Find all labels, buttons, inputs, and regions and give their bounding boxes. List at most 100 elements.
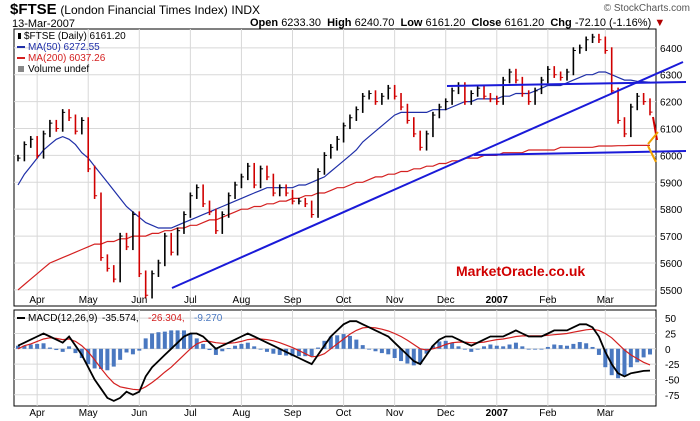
macd-hist-bar bbox=[150, 333, 155, 349]
price-marks bbox=[17, 33, 653, 299]
macd-hist-bar bbox=[220, 348, 225, 352]
macd-hist-bar bbox=[603, 348, 608, 368]
macd-hist-bar bbox=[35, 343, 40, 349]
chg-value: -72.10 (-1.16%) bbox=[574, 17, 652, 29]
price-axis: 6400 6300 6200 6100 6000 5900 5800 5700 5600 5500 bbox=[660, 44, 683, 297]
price-tick-label: 6000 bbox=[660, 151, 683, 162]
macd-hist-bar bbox=[335, 335, 340, 349]
macd-hist-bar bbox=[169, 330, 174, 349]
macd-hist-bar bbox=[641, 348, 646, 358]
x-tick-label: 2007 bbox=[486, 408, 509, 419]
x-axis-bottom: Apr May Jun Jul Aug Sep Oct Nov Dec 2007 Feb Mar bbox=[29, 408, 614, 419]
macd-hist-bar bbox=[411, 348, 416, 366]
macd-hist-bar bbox=[60, 348, 65, 352]
high-label: High bbox=[327, 17, 352, 29]
macd-tick-label: -25 bbox=[665, 360, 680, 371]
macd-hist-bar bbox=[67, 346, 72, 349]
macd-hist-bar bbox=[367, 348, 372, 350]
macd-hist-bar bbox=[98, 348, 103, 370]
x-axis-top: Apr May Jun Jul Aug Sep Oct Nov Dec 2007 Feb Mar bbox=[29, 295, 614, 306]
macd-hist-bar bbox=[137, 348, 142, 351]
index-name: (London Financial Times Index) bbox=[60, 3, 228, 17]
x-tick-label: May bbox=[79, 295, 98, 306]
macd-hist-bar bbox=[118, 348, 123, 360]
open-label: Open bbox=[250, 17, 279, 29]
trendlines bbox=[171, 61, 687, 289]
orange-projection-up bbox=[647, 131, 659, 145]
x-tick-label: Dec bbox=[437, 408, 455, 419]
macd-hist-bar bbox=[533, 348, 538, 350]
price-tick-label: 5900 bbox=[660, 178, 683, 189]
macd-tick-label: 0 bbox=[665, 345, 671, 356]
price-grid bbox=[14, 29, 656, 306]
chg-label: Chg bbox=[550, 17, 572, 29]
macd-hist-bar bbox=[130, 348, 135, 355]
exchange: INDX bbox=[231, 3, 261, 17]
low-label: Low bbox=[400, 17, 423, 29]
macd-hist-bar bbox=[571, 343, 576, 349]
macd-hist-bar bbox=[418, 348, 423, 365]
legend-macd-value: -35.574, bbox=[102, 313, 139, 324]
macd-hist-bar bbox=[520, 346, 525, 349]
macd-hist-bar bbox=[616, 348, 621, 379]
x-tick-label: Apr bbox=[29, 408, 45, 419]
macd-hist-bar bbox=[635, 348, 640, 363]
macd-hist-bar bbox=[73, 348, 78, 354]
macd-hist-bar bbox=[233, 345, 238, 349]
macd-hist-bar bbox=[252, 346, 257, 349]
macd-tick-label: -75 bbox=[665, 391, 680, 402]
legend-volume: Volume undef bbox=[28, 64, 89, 75]
chart-header: $FTSE (London Financial Times Index) IND… bbox=[0, 0, 700, 40]
price-tick-label: 5800 bbox=[660, 205, 683, 216]
macd-hist-bar bbox=[316, 347, 321, 349]
macd-hist-bar bbox=[430, 345, 435, 349]
macd-hist-bar bbox=[386, 348, 391, 355]
x-tick-label: Sep bbox=[284, 408, 302, 419]
price-tick-label: 6200 bbox=[660, 98, 683, 109]
macd-hist-bar bbox=[111, 348, 116, 367]
macd-hist-bar bbox=[513, 342, 518, 349]
macd-hist-bar bbox=[437, 341, 442, 349]
macd-hist-bar bbox=[648, 348, 652, 355]
macd-hist-bar bbox=[162, 331, 167, 349]
macd-hist-bar bbox=[47, 347, 52, 349]
price-tick-label: 5500 bbox=[660, 286, 683, 297]
x-tick-label: Nov bbox=[386, 408, 404, 419]
price-tick-label: 5700 bbox=[660, 232, 683, 243]
macd-hist-bar bbox=[552, 344, 557, 349]
legend-macd-label: MACD(12,26,9) bbox=[28, 313, 97, 324]
macd-hist-bar bbox=[22, 345, 27, 349]
down-arrow-icon: ▼ bbox=[654, 17, 666, 29]
x-tick-label: Nov bbox=[386, 295, 404, 306]
macd-hist-bar bbox=[188, 333, 193, 349]
price-legend: $FTSE (Daily) 6161.20 MA(50) 6272.55 MA(… bbox=[17, 31, 126, 75]
macd-hist-bar bbox=[245, 342, 250, 349]
legend-price-swatch bbox=[18, 33, 21, 39]
macd-hist-bar bbox=[309, 348, 314, 357]
macd-hist-bar bbox=[143, 338, 148, 349]
macd-hist-bar bbox=[54, 348, 59, 351]
uptrend-line bbox=[171, 61, 684, 289]
x-tick-label: Jul bbox=[184, 295, 197, 306]
x-tick-label: 2007 bbox=[486, 295, 509, 306]
macd-hist-bar bbox=[507, 344, 512, 349]
legend-volume-swatch bbox=[18, 66, 24, 72]
macd-hist-bar bbox=[296, 348, 301, 357]
macd-hist-bar bbox=[539, 348, 544, 350]
macd-hist-bar bbox=[264, 348, 269, 352]
macd-hist-bar bbox=[379, 348, 384, 354]
macd-hist-bar bbox=[156, 332, 161, 349]
macd-hist-bar bbox=[277, 348, 282, 355]
macd-hist-bar bbox=[303, 348, 308, 357]
macd-hist-bar bbox=[424, 348, 429, 354]
macd-line bbox=[17, 320, 651, 402]
macd-hist-bar bbox=[271, 348, 276, 354]
macd-hist-bar bbox=[475, 348, 480, 350]
macd-hist-bar bbox=[399, 348, 404, 362]
macd-hist-bar bbox=[565, 345, 570, 349]
legend-signal-value: -26.304, bbox=[148, 313, 185, 324]
macd-hist-bar bbox=[494, 345, 499, 349]
macd-hist-bar bbox=[16, 345, 20, 349]
brand: © StockCharts.com bbox=[603, 3, 690, 14]
low-value: 6161.20 bbox=[425, 17, 466, 29]
